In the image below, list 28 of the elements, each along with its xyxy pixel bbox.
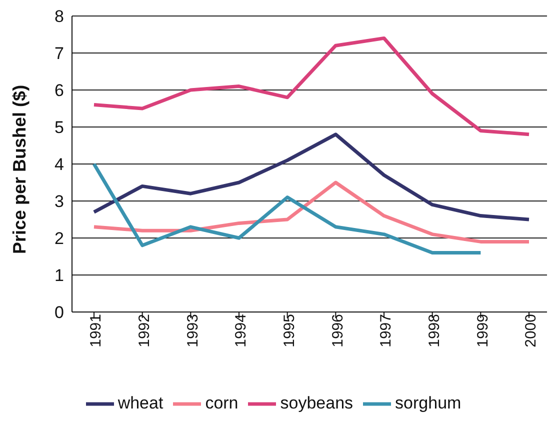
y-tick-label: 4	[54, 155, 64, 174]
legend-label: soybeans	[280, 393, 354, 412]
legend-label: sorghum	[395, 393, 462, 412]
x-tick-label: 1995	[280, 314, 298, 348]
y-tick-label: 0	[54, 303, 64, 322]
y-axis-title: Price per Bushel ($)	[9, 84, 30, 254]
x-tick-label: 1996	[329, 314, 346, 348]
y-tick-label: 8	[54, 7, 64, 26]
x-tick-label: 1993	[184, 314, 202, 348]
x-tick-label: 1997	[378, 314, 395, 348]
legend-label: wheat	[118, 393, 164, 412]
y-tick-label: 6	[54, 81, 64, 100]
legend-label: corn	[205, 393, 238, 412]
x-tick-label: 2000	[522, 314, 540, 348]
line-series	[92, 180, 531, 244]
y-tick-label: 5	[54, 118, 64, 138]
y-tick-label: 1	[54, 266, 64, 286]
y-tick-label: 2	[54, 229, 64, 248]
x-tick-label: 1998	[426, 314, 443, 348]
y-tick-label: 3	[54, 192, 64, 212]
x-tick-label: 1992	[136, 314, 153, 348]
line-series	[92, 36, 531, 136]
y-tick-label: 7	[54, 44, 64, 64]
x-tick-label: 1991	[88, 314, 105, 348]
x-tick-label: 1994	[232, 314, 250, 348]
x-tick-label: 1999	[474, 314, 492, 348]
line-series	[92, 162, 482, 255]
line-series	[92, 132, 531, 222]
